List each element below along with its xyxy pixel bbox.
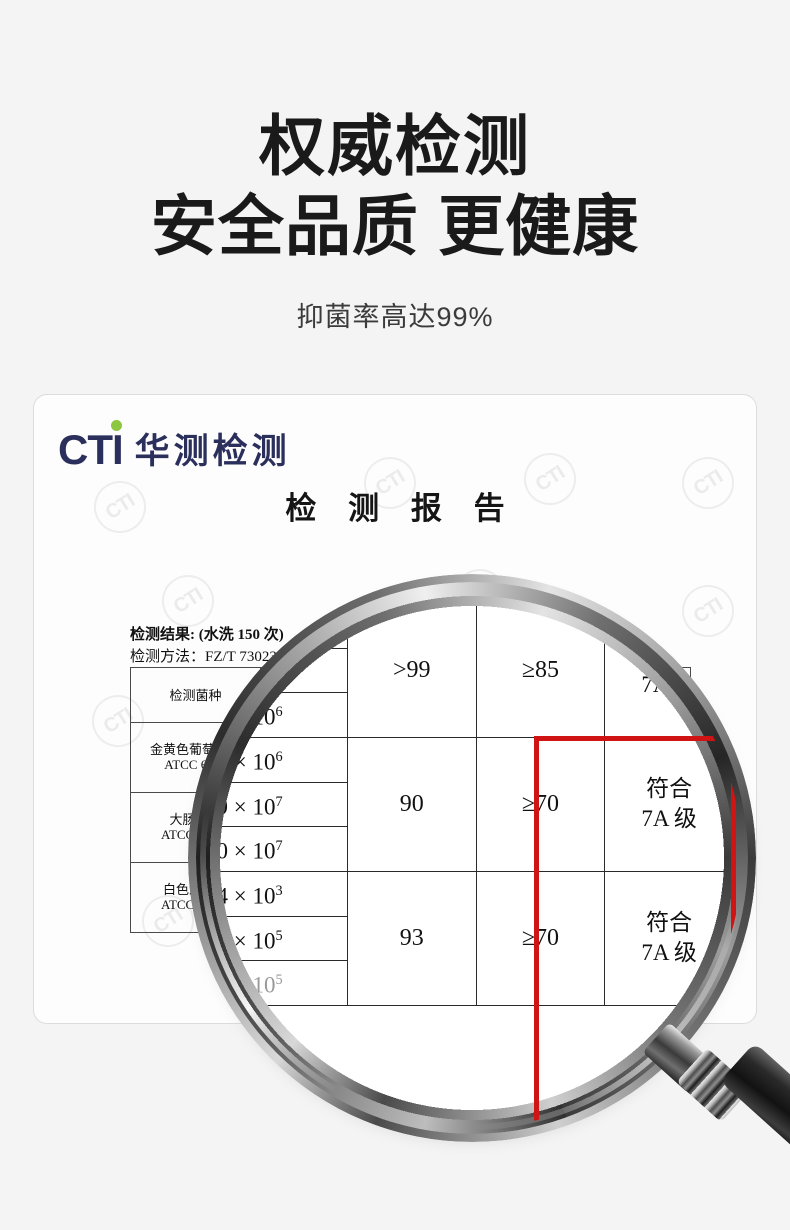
cell-sample: 标准: [260, 745, 323, 770]
cell-strain-name: 金黄色葡萄球菌 ATCC 6538: [130, 722, 261, 793]
test-result-label: 检测结果: (水洗 150 次): [130, 627, 284, 643]
test-method-label: 检测方法：FZ/T 73023-2006 抗菌针织品 抗微生物测试方法：振荡法: [130, 649, 575, 665]
header-rate: 抑菌率（%）: [440, 667, 525, 723]
cell-conclusion: 符合 7A 级: [610, 861, 691, 933]
table-row: 检测菌种 在不同接触时间下的活菌数 抑菌率 （%） 标准要求 结论: [130, 667, 691, 723]
table-row: 金黄色葡萄球菌 ATCC 6538 对照 3.5 × 103 >99 ≥85 符合…: [130, 721, 691, 793]
report-card: CTI CTI CTI CTI CTI CTI CTI CTI CTI CTI …: [33, 394, 757, 1024]
cell-sample: 试样: [260, 908, 323, 933]
cell-count: 1.9 × 106: [322, 791, 441, 817]
cell-rate: 90: [440, 791, 525, 863]
cell-standard: ≥70: [524, 791, 611, 863]
cell-sample: 标准: [260, 885, 323, 910]
cell-sample: 标准: [260, 815, 323, 840]
cell-count: 1.3 × 106: [322, 768, 441, 793]
cell-standard: ≥70: [524, 861, 611, 933]
cell-count: 1.3 × 106: [322, 745, 441, 770]
header-sample: 试样: [260, 687, 323, 723]
cti-watermark-icon: CTI: [684, 805, 756, 877]
magnifier-handle-ferrule: [676, 1047, 752, 1123]
header-group: 在不同接触时间下的活菌数: [260, 667, 441, 688]
table-row: 白色念珠菌 ATCC 10231 对照 8.4 × 103 93 ≥70 符合 7A…: [130, 861, 691, 933]
cell-count: 1.2 × 105: [322, 885, 441, 910]
cti-logo-mark: CTI: [58, 420, 124, 473]
cell-sample: 试样: [260, 768, 323, 793]
header-contact-time: “18”小时接触时间: [322, 687, 441, 723]
cell-count: 1.1 × 105: [322, 908, 441, 933]
cti-watermark-icon: CTI: [444, 559, 516, 631]
cell-rate: 93: [440, 861, 525, 933]
header-strain: 检测菌种: [130, 667, 261, 723]
headline-subtitle: 抑菌率高达99%: [296, 302, 494, 332]
magnifier-handle-neck: [642, 1022, 716, 1094]
headline-secondary: 安全品质 更健康: [150, 189, 640, 263]
cti-watermark-icon: CTI: [672, 575, 744, 647]
cell-count: 8.4 × 103: [322, 861, 441, 887]
cti-logo-company: 华测检测: [134, 432, 291, 472]
cell-sample: 对照: [260, 791, 323, 817]
cell-strain-name: 大肠杆菌 ATCC 25922: [130, 791, 261, 863]
green-dot-icon: [110, 420, 122, 431]
cell-sample: 对照: [260, 721, 323, 747]
header-conclusion: 结论: [610, 667, 691, 723]
cti-logo: CTI 华测检测: [58, 420, 291, 473]
headline-primary: 权威检测: [259, 109, 531, 183]
table-row: 大肠杆菌 ATCC 25922 对照 1.9 × 106 90 ≥70 符合 7A …: [130, 791, 691, 863]
cell-rate: >99: [440, 722, 525, 793]
cell-conclusion: 符合 7A 级: [610, 722, 691, 793]
cell-count: 3.5 × 103: [322, 721, 441, 747]
cell-count: 2.0 × 107: [322, 838, 441, 863]
hero-section: 权威检测 安全品质 更健康 抑菌率高达99%: [0, 0, 790, 334]
magnifier-handle-grip: [719, 1042, 790, 1182]
results-table-background: 检测菌种 在不同接触时间下的活菌数 抑菌率 （%） 标准要求 结论 试样 “18”…: [130, 667, 691, 933]
cell-standard: ≥85: [524, 722, 611, 793]
report-title: 检 测 报 告: [285, 491, 517, 526]
cell-conclusion: 符合 7A 级: [610, 791, 691, 863]
header-standard: 标准要求: [524, 667, 611, 723]
cell-sample: 试样: [260, 838, 323, 863]
cell-count: 1.9 × 107: [322, 815, 441, 840]
cell-strain-name: 白色念珠菌 ATCC 10231: [130, 861, 261, 933]
cell-sample: 对照: [260, 861, 323, 887]
cti-logo-letters: CTI: [58, 426, 124, 473]
